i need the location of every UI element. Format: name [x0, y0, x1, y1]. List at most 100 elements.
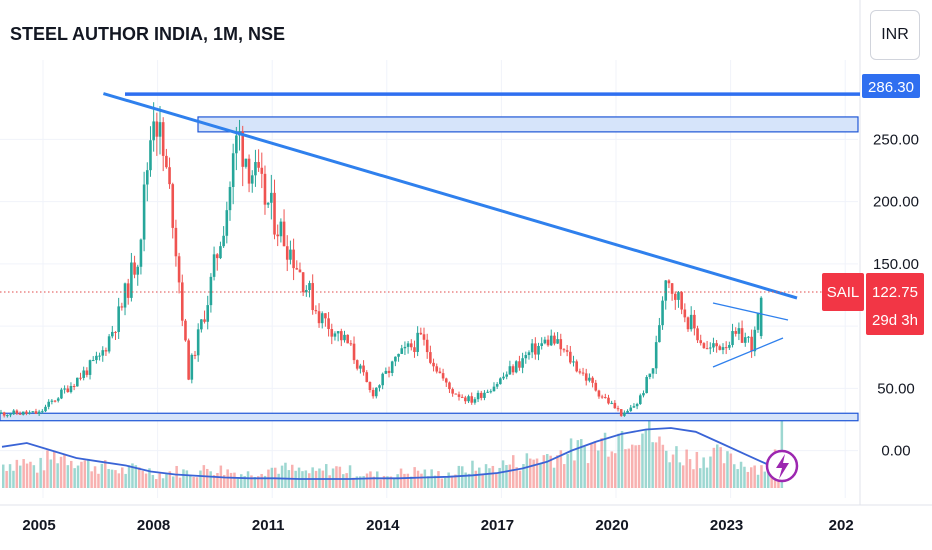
candle-body [171, 184, 175, 228]
volume-bar [631, 444, 634, 488]
candle-body [635, 404, 639, 407]
candle-body [540, 343, 543, 346]
candle-body [670, 283, 674, 294]
candle-body [731, 331, 734, 346]
candle-body [454, 393, 458, 395]
y-tick-label: 200.00 [873, 194, 919, 211]
candle-body [107, 336, 111, 352]
volume-bar [467, 473, 471, 488]
candle-body [133, 262, 136, 275]
candle-body [56, 398, 60, 401]
volume-bar [12, 470, 15, 488]
candle-body [355, 360, 359, 369]
x-tick-label: 202 [829, 517, 854, 534]
candle-body [677, 292, 680, 300]
candle-layer [0, 102, 763, 418]
candle-body [76, 377, 79, 387]
candle-body [623, 412, 626, 416]
candle-body [479, 392, 483, 398]
candle-body [273, 192, 276, 235]
candle-body [403, 346, 407, 349]
volume-bar [155, 479, 158, 488]
candle-body [359, 365, 362, 369]
volume-bar [410, 476, 413, 488]
candle-body [250, 175, 254, 184]
volume-bar [430, 469, 433, 488]
volume-bar [70, 460, 73, 488]
volume-bar [454, 474, 457, 488]
volume-bar [212, 475, 216, 488]
candle-body [604, 397, 607, 399]
volume-bar [549, 455, 552, 488]
volume-bar [165, 473, 168, 488]
candle-body [406, 343, 410, 347]
volume-bar [552, 467, 556, 488]
candle-body [747, 336, 750, 338]
candle-body [549, 335, 553, 346]
volume-bar [767, 468, 770, 488]
volume-bar [236, 478, 240, 488]
candle-body [530, 343, 534, 353]
volume-bar [607, 456, 610, 488]
volume-bar [556, 455, 559, 488]
volume-bar [158, 473, 161, 488]
volume-bar [620, 430, 624, 488]
candle-body [514, 361, 518, 373]
volume-bar [566, 454, 569, 488]
volume-bar [243, 476, 246, 488]
volume-bar [376, 471, 379, 488]
volume-bar [206, 468, 209, 488]
lightning-bolt-icon[interactable] [765, 449, 799, 483]
volume-bar [53, 450, 56, 488]
candle-body [384, 370, 388, 374]
candle-body [575, 361, 578, 372]
volume-bar [382, 475, 386, 488]
candle-body [626, 410, 629, 413]
volume-bar [83, 460, 87, 488]
volume-bar [542, 455, 546, 488]
candle-body [425, 339, 429, 353]
candle-body [724, 347, 728, 349]
volume-bar [15, 459, 19, 488]
candle-body [645, 377, 648, 394]
volume-bar [535, 458, 539, 488]
volume-bar [522, 464, 525, 488]
volume-bar [444, 477, 447, 488]
volume-bar [593, 441, 597, 488]
candle-body [673, 293, 677, 300]
candle-body [578, 371, 582, 373]
volume-bar [134, 465, 138, 488]
currency-button[interactable]: INR [870, 10, 920, 60]
volume-bar [515, 467, 518, 488]
volume-bar [311, 467, 314, 488]
volume-bar [246, 471, 250, 488]
volume-bar [338, 466, 342, 488]
candle-body [680, 292, 683, 310]
volume-bar [478, 467, 481, 488]
volume-bar [498, 467, 501, 488]
candle-body [438, 371, 442, 374]
candle-body [47, 401, 50, 407]
volume-bar [22, 459, 25, 488]
volume-bar [151, 474, 155, 488]
volume-bar [692, 469, 695, 488]
candle-body [689, 314, 693, 330]
volume-bar [726, 451, 729, 488]
volume-bar [8, 464, 12, 488]
volume-bar [712, 447, 716, 488]
y-tick-label: 250.00 [873, 131, 919, 148]
last-price-badge: 122.75 29d 3h [866, 273, 924, 335]
candle-body [419, 332, 423, 335]
candle-body [397, 353, 400, 357]
volume-bar [223, 474, 226, 488]
volume-bar [168, 471, 172, 488]
candle-body [37, 411, 41, 414]
candle-body [686, 317, 690, 330]
candle-body [429, 352, 432, 363]
volume-bar [39, 457, 42, 488]
candle-body [470, 396, 474, 403]
candle-body [476, 392, 480, 400]
candle-body [638, 395, 642, 405]
volume-bar [73, 468, 76, 488]
